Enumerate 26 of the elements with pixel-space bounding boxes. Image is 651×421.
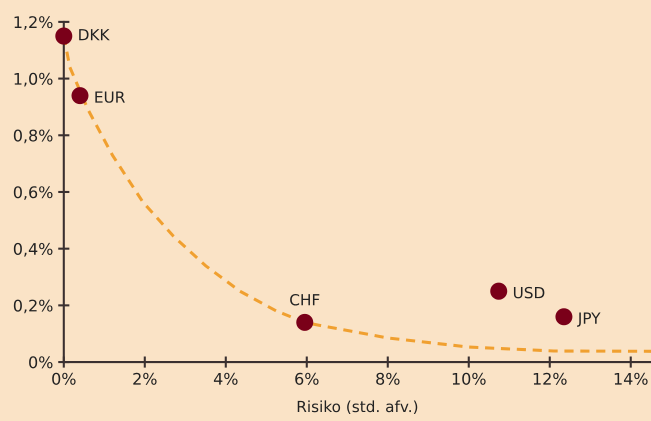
x-tick-label: 12% (534, 372, 567, 385)
x-tick-label: 6% (295, 372, 319, 385)
x-tick-label: 0% (52, 372, 76, 385)
annotation: DKK (79, 29, 110, 40)
point (555, 308, 572, 326)
y-tick-label: 1,2% (14, 16, 52, 30)
annotation: EUR (95, 91, 125, 103)
y-tick-label: 0% (29, 356, 52, 368)
point (490, 282, 508, 300)
x-tick-label: 14% (614, 372, 648, 385)
x-tick-label: 2% (133, 372, 157, 385)
y-tick-label: 1,0% (14, 72, 52, 87)
y-tick-label: 0,8% (14, 129, 52, 144)
annotation: JPY (577, 312, 601, 327)
y-tick-label: 0,4% (14, 242, 52, 257)
point (55, 28, 72, 45)
y-tick-label: 0,2% (14, 300, 52, 314)
annotation: USD (514, 286, 544, 298)
y-tick-label: 0,6% (14, 186, 52, 200)
point (71, 87, 88, 104)
x-axis-title: Risiko (std. afv.) (298, 400, 418, 414)
x-tick-label: 4% (214, 372, 238, 385)
annotation: CHF (290, 294, 320, 306)
x-tick-label: 10% (452, 372, 486, 385)
x-tick-label: 8% (376, 372, 400, 385)
point (296, 314, 314, 331)
